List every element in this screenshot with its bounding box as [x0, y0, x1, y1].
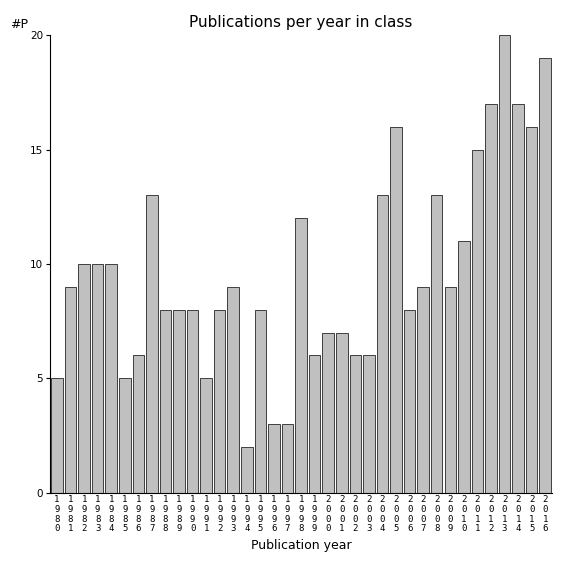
Bar	[499, 35, 510, 493]
Bar	[187, 310, 198, 493]
Bar	[78, 264, 90, 493]
Bar	[160, 310, 171, 493]
Bar	[268, 424, 280, 493]
Bar	[472, 150, 483, 493]
Bar	[431, 196, 442, 493]
Bar	[105, 264, 117, 493]
Title: Publications per year in class: Publications per year in class	[189, 15, 413, 30]
Bar	[458, 241, 469, 493]
Bar	[526, 127, 538, 493]
Bar	[445, 287, 456, 493]
Text: #P: #P	[10, 18, 28, 31]
Bar	[390, 127, 402, 493]
Bar	[174, 310, 185, 493]
Bar	[363, 356, 375, 493]
Bar	[133, 356, 144, 493]
Bar	[92, 264, 103, 493]
Bar	[200, 378, 212, 493]
Bar	[241, 447, 252, 493]
Bar	[227, 287, 239, 493]
Bar	[513, 104, 524, 493]
Bar	[255, 310, 266, 493]
Bar	[119, 378, 130, 493]
Bar	[309, 356, 320, 493]
Bar	[336, 332, 348, 493]
Bar	[417, 287, 429, 493]
Bar	[214, 310, 226, 493]
X-axis label: Publication year: Publication year	[251, 539, 352, 552]
Bar	[350, 356, 361, 493]
Bar	[323, 332, 334, 493]
Bar	[295, 218, 307, 493]
Bar	[404, 310, 416, 493]
Bar	[65, 287, 77, 493]
Bar	[539, 58, 551, 493]
Bar	[485, 104, 497, 493]
Bar	[51, 378, 63, 493]
Bar	[282, 424, 293, 493]
Bar	[376, 196, 388, 493]
Bar	[146, 196, 158, 493]
